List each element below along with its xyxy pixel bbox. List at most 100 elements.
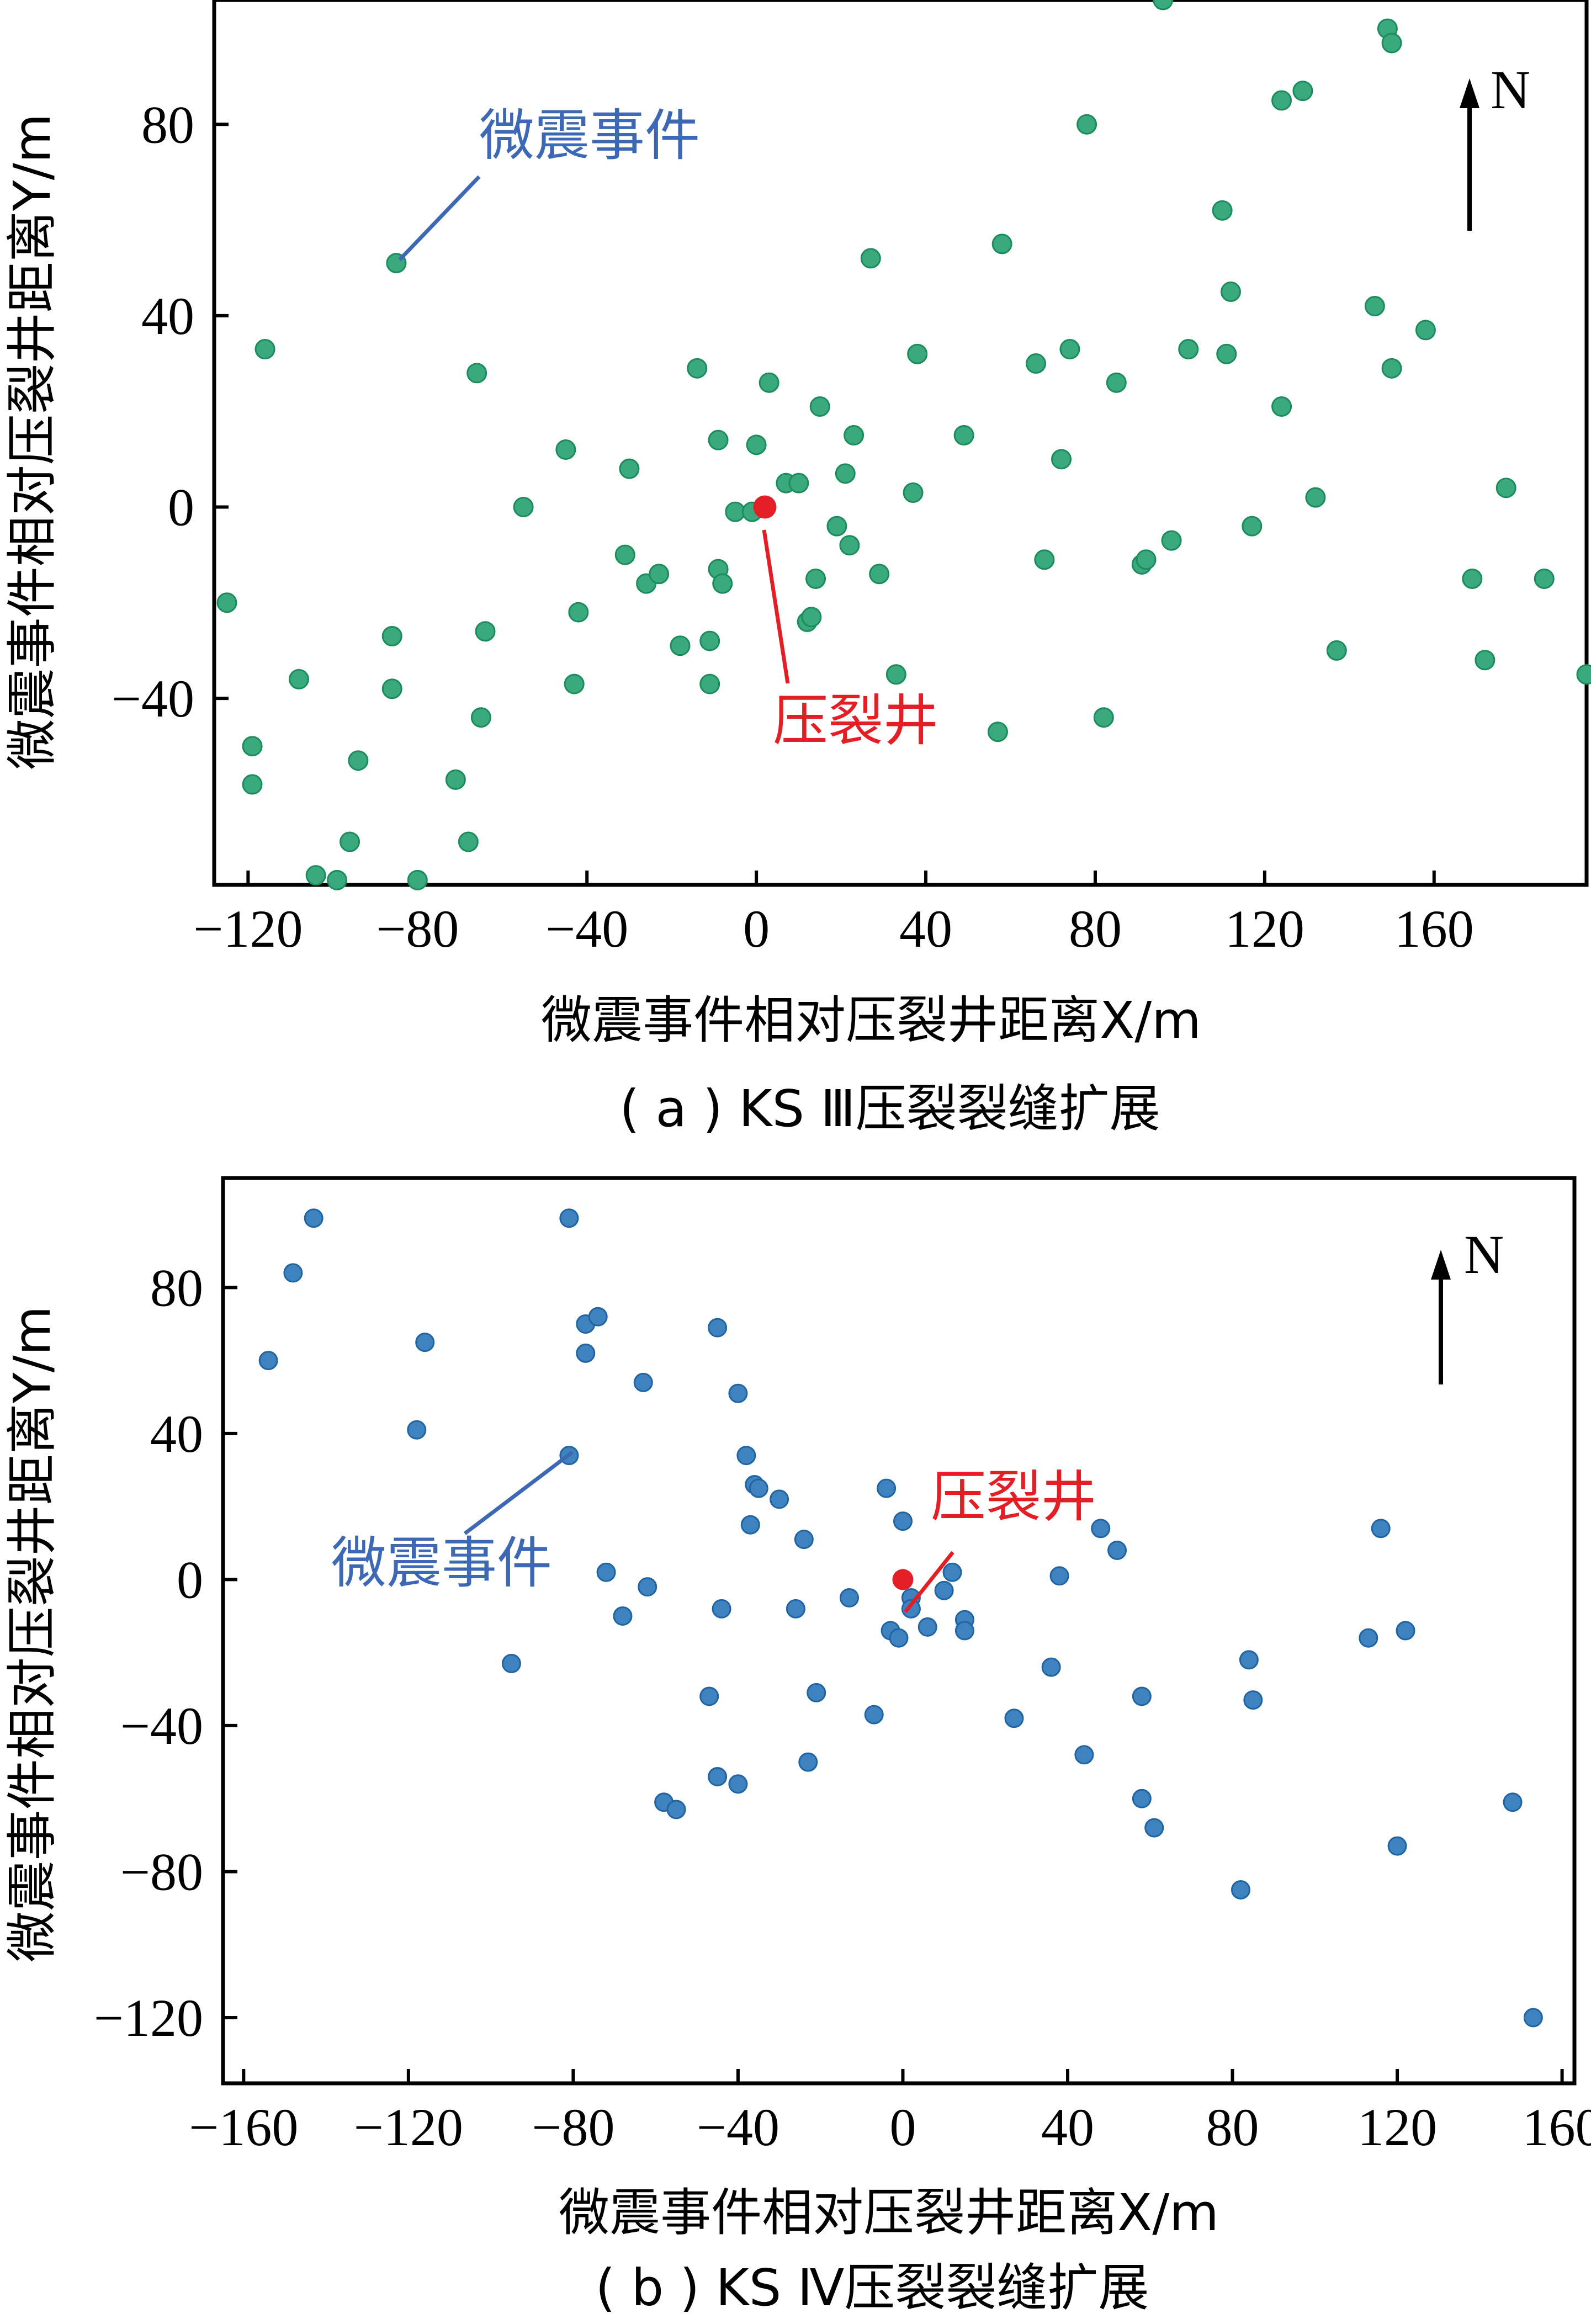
chart-a-event-point	[1136, 549, 1157, 570]
chart-b-y-tick-label: −40	[120, 1696, 203, 1755]
chart-b-y-tick-label: −80	[120, 1842, 203, 1901]
chart-a-event-point	[407, 869, 428, 890]
chart-a-event-point	[649, 564, 670, 585]
chart-a-event-point	[953, 425, 974, 446]
chart-a-event-point	[1271, 90, 1292, 111]
chart-b-event-point	[415, 1333, 435, 1352]
chart-a-event-point	[1178, 339, 1199, 360]
chart-a-x-axis-label: 微震事件相对压裂井距离X/m	[541, 991, 1201, 1050]
chart-b-event-pointer-line	[463, 1450, 574, 1535]
chart-b-event-point	[699, 1686, 719, 1706]
chart-b-event-label: 微震事件	[331, 1531, 552, 1595]
chart-b-event-point	[942, 1562, 962, 1582]
chart-a-event-point	[1034, 549, 1055, 570]
chart-b-event-point	[638, 1577, 657, 1597]
chart-a-event-point	[670, 635, 691, 656]
chart-b-event-point	[893, 1511, 913, 1531]
chart-a-event-point	[835, 463, 856, 484]
chart-a-event-point	[254, 339, 275, 360]
chart-a-event-point	[1161, 530, 1182, 551]
chart-a-y-axis-label: 微震事件相对压裂井距离Y/m	[3, 114, 62, 770]
chart-a-event-point	[826, 516, 847, 537]
chart-a-event-point	[1076, 114, 1097, 135]
chart-a-x-tick-label: −120	[193, 899, 303, 958]
chart-a-event-point	[242, 736, 263, 757]
chart-a-event-point	[869, 564, 890, 585]
chart-a-x-tick-label: 0	[743, 899, 770, 958]
chart-b-event-point	[258, 1351, 278, 1371]
chart-b-event-point	[1107, 1541, 1127, 1561]
chart-a-event-point	[1534, 568, 1555, 589]
chart-a-event-point	[568, 602, 589, 623]
chart-b-event-point	[794, 1530, 814, 1550]
chart-b-north-label: N	[1464, 1224, 1504, 1285]
chart-a-event-point	[907, 343, 928, 364]
chart-a-event-point	[1326, 640, 1347, 661]
chart-b-plot-frame	[221, 1176, 1577, 2086]
chart-a-well-label: 压裂井	[773, 688, 938, 753]
chart-b-x-tick-label: 80	[1206, 2098, 1259, 2157]
chart-a-event-point	[1216, 343, 1237, 364]
chart-b-x-tick-label: −80	[532, 2098, 614, 2157]
chart-a-event-point	[1271, 396, 1292, 417]
chart-a-event-point	[725, 501, 746, 522]
chart-a-event-point	[699, 630, 720, 651]
chart-b-event-point	[728, 1774, 748, 1794]
chart-b-points	[258, 1208, 1543, 2028]
chart-a-x-tick-label: 160	[1394, 899, 1474, 958]
chart-a-event-point	[809, 396, 830, 417]
chart-a-event-point	[1212, 200, 1233, 221]
chart-a-ticks: −120 −80 −40 0 40 80 120 160 80 40 0 −40	[112, 95, 1474, 958]
chart-b-event-point	[666, 1800, 686, 1819]
chart-a-event-point	[305, 865, 326, 886]
chart-b-event-point	[588, 1307, 608, 1327]
chart-a-x-tick-label: −80	[376, 899, 459, 958]
chart-b-event-point	[798, 1752, 818, 1772]
chart-a-event-point	[712, 573, 733, 594]
chart-b-y-tick-label: 80	[150, 1258, 203, 1317]
chart-b-north-arrow: N	[1431, 1224, 1504, 1384]
chart-a-event-point	[340, 831, 360, 852]
chart-b-event-point	[1074, 1745, 1094, 1765]
chart-b-well-point	[892, 1569, 914, 1590]
chart-a-event-point	[708, 429, 729, 450]
chart-b-event-point	[1144, 1818, 1164, 1838]
chart-b-event-point	[1371, 1519, 1391, 1538]
chart-a-event-point	[1364, 296, 1385, 317]
chart-a-event-point	[805, 568, 826, 589]
chart-a-y-tick-label: 80	[141, 95, 194, 154]
chart-a-x-tick-label: 120	[1225, 899, 1304, 958]
chart-b-event-point	[749, 1478, 768, 1498]
chart-b-event-point	[1523, 2008, 1543, 2028]
chart-b-event-point	[728, 1383, 748, 1403]
chart-b-event-point	[613, 1606, 633, 1626]
chart-b-event-point	[1239, 1650, 1259, 1670]
chart-a-event-point	[788, 473, 809, 494]
chart-a-event-point	[1381, 358, 1402, 379]
chart-b-event-point	[1049, 1566, 1069, 1586]
chart-a-y-tick-label: −40	[112, 669, 194, 728]
chart-b-event-point	[1004, 1708, 1024, 1728]
chart-b-event-point	[559, 1208, 579, 1228]
chart-a-event-pointer-line	[398, 175, 481, 261]
chart-a-event-point	[564, 673, 585, 694]
chart-b-event-point	[501, 1654, 521, 1674]
chart-a-event-point	[1106, 372, 1127, 393]
chart-b-x-tick-label: 160	[1523, 2098, 1591, 2157]
chart-b-event-point	[901, 1599, 921, 1619]
chart-b-event-point	[807, 1683, 826, 1702]
chart-b-event-point	[304, 1208, 323, 1228]
chart-a-event-point	[1220, 282, 1241, 303]
chart-a-event-point	[242, 774, 263, 795]
chart-b-event-point	[934, 1580, 954, 1600]
chart-a-event-point	[1462, 568, 1483, 589]
chart-a-event-point	[614, 544, 635, 565]
chart-b-x-axis-label: 微震事件相对压裂井距离X/m	[559, 2183, 1219, 2242]
chart-a-north-label: N	[1491, 59, 1530, 120]
chart-a-event-point	[1381, 33, 1402, 54]
chart-b-event-point	[596, 1562, 616, 1582]
chart-b-event-point	[712, 1599, 731, 1619]
chart-b-caption: ( b ) KS Ⅳ压裂裂缝扩展	[596, 2258, 1149, 2317]
chart-b-event-point	[889, 1628, 909, 1648]
